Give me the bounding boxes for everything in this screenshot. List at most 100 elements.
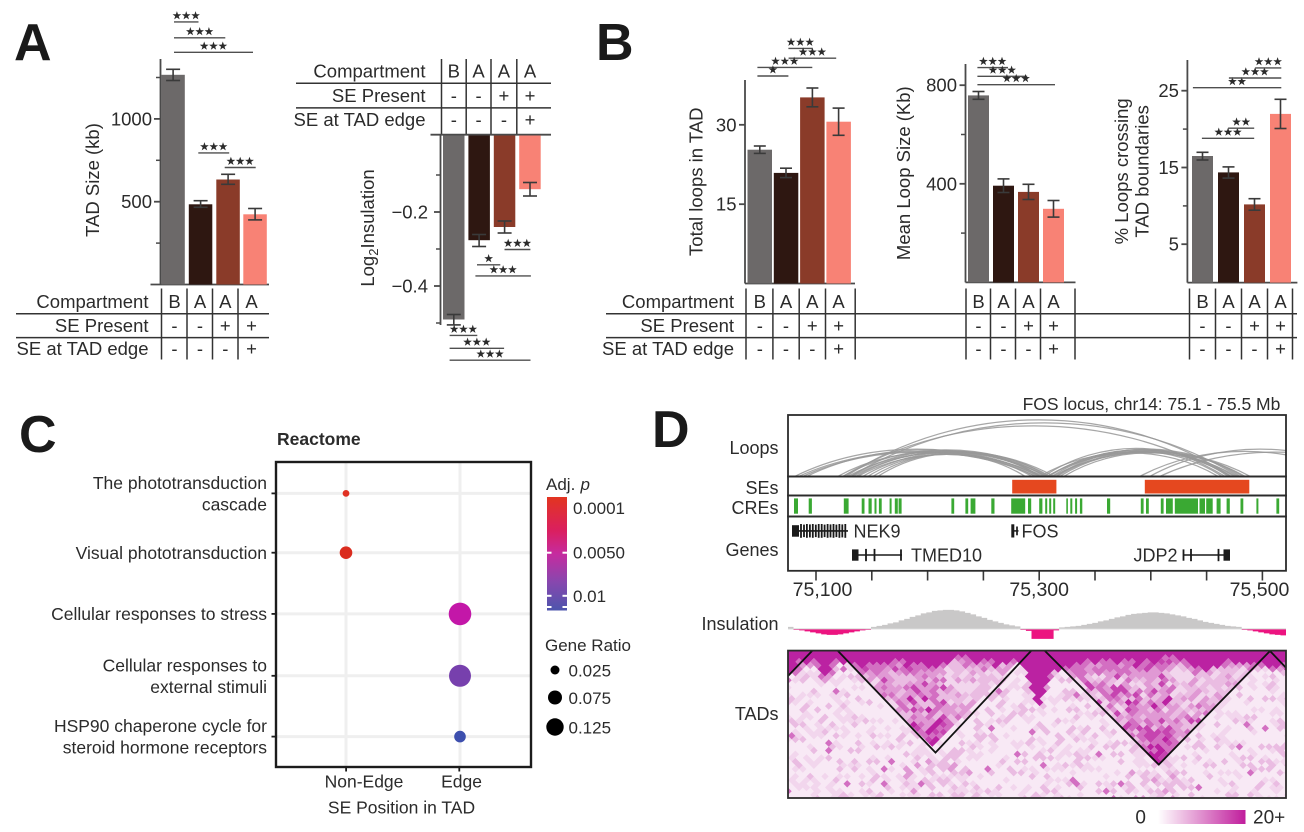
svg-text:Total loops in TAD: Total loops in TAD xyxy=(686,108,707,256)
svg-text:steroid hormone receptors: steroid hormone receptors xyxy=(63,738,268,758)
svg-text:+: + xyxy=(1048,315,1059,336)
svg-text:+: + xyxy=(807,315,818,336)
svg-text:cascade: cascade xyxy=(202,494,267,514)
svg-text:Edge: Edge xyxy=(441,772,482,792)
svg-text:C: C xyxy=(19,406,57,464)
svg-text:Log2Insulation: Log2Insulation xyxy=(357,169,381,286)
svg-text:Genes: Genes xyxy=(725,540,778,560)
svg-text:Visual phototransduction: Visual phototransduction xyxy=(76,543,267,563)
svg-text:A: A xyxy=(1274,291,1287,312)
svg-text:0.125: 0.125 xyxy=(569,718,612,737)
svg-text:Compartment: Compartment xyxy=(313,60,425,81)
svg-text:A: A xyxy=(997,291,1010,312)
svg-text:-: - xyxy=(809,338,815,359)
svg-text:-: - xyxy=(1225,338,1231,359)
svg-text:SE Present: SE Present xyxy=(55,315,149,336)
svg-text:+: + xyxy=(1048,338,1059,359)
svg-text:-: - xyxy=(975,315,981,336)
svg-text:0.025: 0.025 xyxy=(569,661,612,680)
svg-text:-: - xyxy=(451,109,457,130)
svg-text:A: A xyxy=(1222,291,1235,312)
svg-text:+: + xyxy=(220,315,231,336)
svg-text:-: - xyxy=(171,338,177,359)
svg-text:-: - xyxy=(1000,315,1006,336)
svg-text:A: A xyxy=(498,60,511,81)
svg-text:TAD Size (kb): TAD Size (kb) xyxy=(82,123,103,237)
svg-text:p: p xyxy=(580,475,590,494)
svg-text:−0.2: −0.2 xyxy=(391,202,428,223)
svg-text:Compartment: Compartment xyxy=(36,291,148,312)
svg-text:-: - xyxy=(757,338,763,359)
svg-text:FOS: FOS xyxy=(1022,521,1059,541)
svg-text:+: + xyxy=(498,85,509,106)
svg-text:30: 30 xyxy=(716,114,737,135)
svg-text:A: A xyxy=(14,14,52,72)
svg-text:25: 25 xyxy=(1158,80,1179,101)
svg-text:-: - xyxy=(501,109,507,130)
svg-text:+: + xyxy=(525,85,536,106)
svg-text:TADs: TADs xyxy=(735,704,779,724)
svg-text:TAD boundaries: TAD boundaries xyxy=(1132,105,1153,237)
svg-text:Compartment: Compartment xyxy=(622,291,734,312)
svg-text:75,100: 75,100 xyxy=(793,579,853,601)
svg-text:A: A xyxy=(524,60,537,81)
svg-text:0.0001: 0.0001 xyxy=(573,499,625,518)
svg-text:B: B xyxy=(754,291,766,312)
svg-text:-: - xyxy=(1199,315,1205,336)
svg-text:400: 400 xyxy=(926,173,957,194)
svg-text:0.0050: 0.0050 xyxy=(573,544,625,563)
svg-text:+: + xyxy=(1275,315,1286,336)
svg-text:75,500: 75,500 xyxy=(1230,579,1290,601)
svg-text:15: 15 xyxy=(1158,157,1179,178)
svg-text:-: - xyxy=(451,85,457,106)
svg-text:75,300: 75,300 xyxy=(1009,579,1069,601)
svg-text:% Loops crossing: % Loops crossing xyxy=(1111,98,1132,244)
svg-text:+: + xyxy=(525,109,536,130)
svg-text:1000: 1000 xyxy=(111,108,152,129)
svg-text:+: + xyxy=(246,338,257,359)
svg-text:NEK9: NEK9 xyxy=(854,521,901,541)
svg-text:SE at TAD edge: SE at TAD edge xyxy=(294,109,426,130)
svg-text:B: B xyxy=(448,60,460,81)
svg-text:Insulation: Insulation xyxy=(701,614,778,634)
svg-text:20+: 20+ xyxy=(1253,808,1285,829)
svg-text:Cellular responses to: Cellular responses to xyxy=(103,655,267,675)
svg-text:+: + xyxy=(246,315,257,336)
svg-text:+: + xyxy=(833,338,844,359)
svg-text:SE Present: SE Present xyxy=(332,85,426,106)
svg-text:FOS locus, chr14: 75.1 - 75.5: FOS locus, chr14: 75.1 - 75.5 Mb xyxy=(1023,394,1281,414)
svg-text:B: B xyxy=(972,291,984,312)
svg-text:Gene Ratio: Gene Ratio xyxy=(545,636,631,655)
svg-text:-: - xyxy=(783,338,789,359)
svg-text:-: - xyxy=(222,338,228,359)
svg-text:SE at TAD edge: SE at TAD edge xyxy=(17,338,149,359)
svg-text:JDP2: JDP2 xyxy=(1133,545,1177,565)
svg-text:-: - xyxy=(171,315,177,336)
svg-text:-: - xyxy=(197,315,203,336)
svg-text:A: A xyxy=(832,291,845,312)
svg-text:A: A xyxy=(219,291,232,312)
svg-text:800: 800 xyxy=(926,75,957,96)
svg-text:B: B xyxy=(1196,291,1208,312)
svg-text:B: B xyxy=(168,291,180,312)
svg-text:500: 500 xyxy=(121,191,152,212)
svg-text:A: A xyxy=(780,291,793,312)
svg-text:TMED10: TMED10 xyxy=(911,545,982,565)
svg-text:-: - xyxy=(1225,315,1231,336)
svg-text:Adj.: Adj. xyxy=(546,475,580,494)
svg-text:+: + xyxy=(833,315,844,336)
svg-text:+: + xyxy=(1023,315,1034,336)
svg-text:Loops: Loops xyxy=(729,438,778,458)
svg-text:Cellular responses to stress: Cellular responses to stress xyxy=(51,604,267,624)
svg-text:A: A xyxy=(472,60,485,81)
svg-text:external stimuli: external stimuli xyxy=(150,677,267,697)
svg-text:SE Present: SE Present xyxy=(640,315,734,336)
svg-text:-: - xyxy=(975,338,981,359)
svg-text:A: A xyxy=(194,291,207,312)
svg-text:Mean Loop Size (Kb): Mean Loop Size (Kb) xyxy=(893,86,914,260)
svg-text:-: - xyxy=(757,315,763,336)
svg-text:-: - xyxy=(476,85,482,106)
svg-text:-: - xyxy=(197,338,203,359)
svg-text:D: D xyxy=(652,401,690,459)
svg-text:-: - xyxy=(476,109,482,130)
